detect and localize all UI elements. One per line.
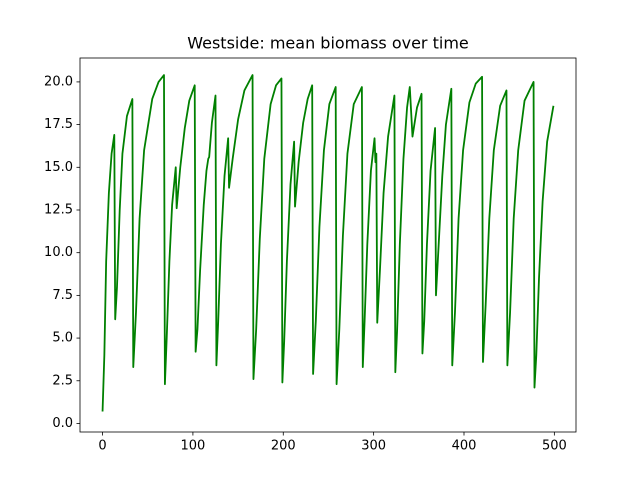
- x-tick-label: 400: [452, 439, 477, 454]
- y-tick-label: 5.0: [52, 331, 73, 346]
- x-tick-label: 300: [361, 439, 386, 454]
- data-line: [101, 74, 555, 412]
- y-tick-label: 2.5: [52, 373, 73, 388]
- x-tick-label: 0: [98, 439, 106, 454]
- y-tick-label: 0.0: [52, 416, 73, 431]
- x-tick-label: 100: [180, 439, 205, 454]
- x-tick-label: 200: [271, 439, 296, 454]
- y-tick-label: 10.0: [44, 245, 73, 260]
- y-tick-label: 15.0: [44, 160, 73, 175]
- y-tick-label: 17.5: [44, 117, 73, 132]
- x-tick-label: 500: [542, 439, 567, 454]
- chart-title: Westside: mean biomass over time: [187, 34, 469, 53]
- plot-frame: [79, 57, 577, 433]
- y-tick-label: 20.0: [44, 74, 73, 89]
- y-tick-label: 7.5: [52, 288, 73, 303]
- y-tick-label: 12.5: [44, 202, 73, 217]
